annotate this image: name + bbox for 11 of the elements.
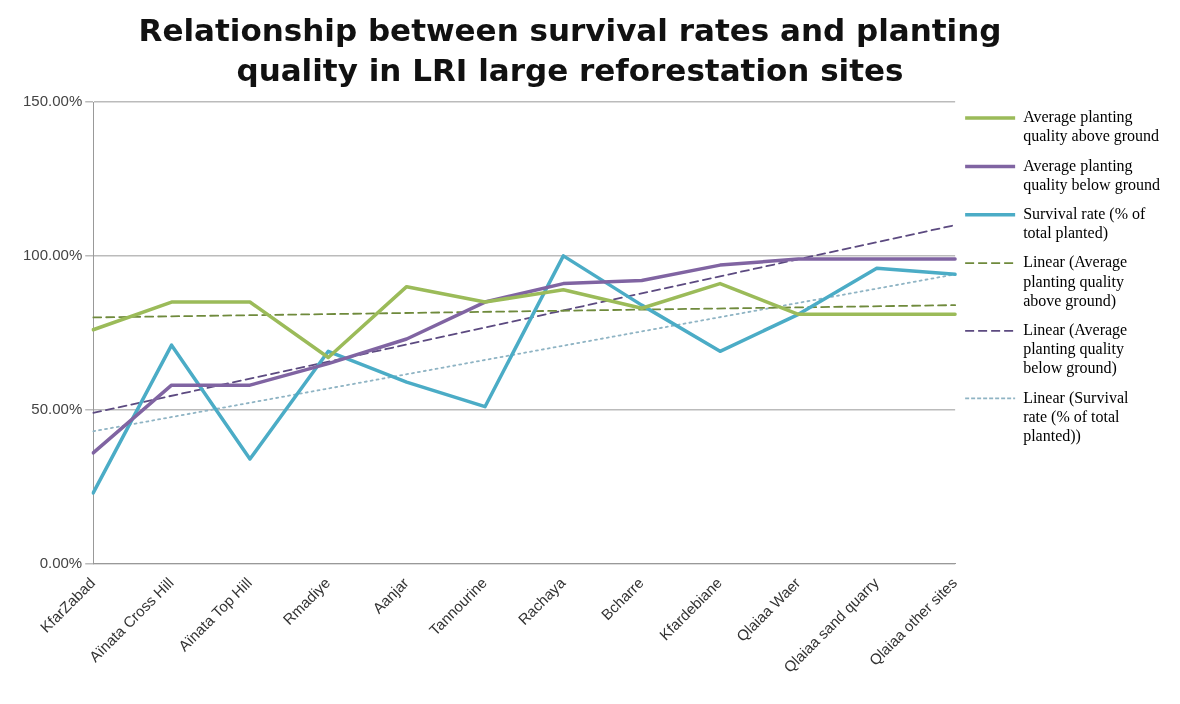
legend-label: Average planting quality above ground xyxy=(1023,108,1160,146)
legend-label: Linear (Survival rate (% of total planted)) xyxy=(1023,388,1129,445)
y-tick-label: 0.00% xyxy=(39,553,83,571)
legend-label: Linear (Average planting quality above ground) xyxy=(1023,253,1128,310)
chart-title: Relationship between survival rates and planting quality in LRI large reforestation sites xyxy=(137,11,1003,90)
legend-label: Average planting quality below ground xyxy=(1023,156,1161,194)
legend-label: Linear (Average planting quality below ground) xyxy=(1023,321,1128,378)
y-tick-label: 150.00% xyxy=(23,92,83,110)
y-tick-label: 100.00% xyxy=(23,246,83,264)
legend-label: Survival rate (% of total planted) xyxy=(1023,205,1146,243)
y-tick-label: 50.00% xyxy=(31,399,83,417)
